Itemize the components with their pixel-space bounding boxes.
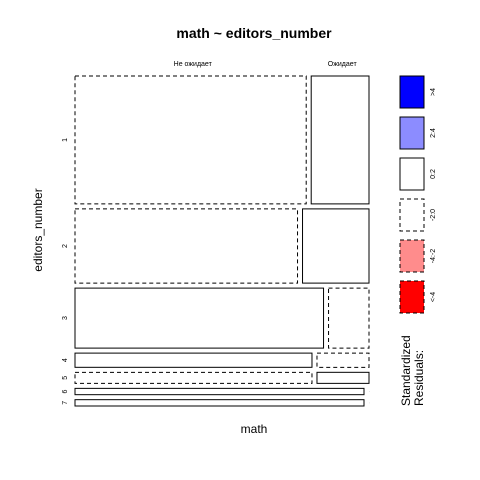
column-label-1: Не ожидает <box>174 61 213 68</box>
row-label-1: 1 <box>62 138 69 142</box>
legend-swatch-6 <box>399 280 425 314</box>
column-label-2: Ожидает <box>328 61 358 68</box>
mosaic-cell-5-x <box>74 371 313 384</box>
row-labels: 1 2 3 4 5 6 7 <box>62 138 69 405</box>
mosaic-cell-7-x <box>74 399 365 407</box>
mosaic-cells <box>74 75 370 407</box>
row-label-2: 2 <box>62 244 69 248</box>
row-label-3: 3 <box>62 316 69 320</box>
mosaic-cell-5-x <box>316 371 370 384</box>
column-labels: Не ожидает Ожидает <box>174 61 358 68</box>
mosaic-cell-3-x <box>328 287 370 349</box>
legend: >4 2:4 0:2 -2:0 -4:-2 <-4 Standardized Residual… <box>399 75 437 406</box>
mosaic-cell-2-x <box>74 208 299 284</box>
legend-swatch-2 <box>399 116 425 150</box>
mosaic-cell-4-x <box>74 352 313 368</box>
legend-label-1: >4 <box>430 88 437 96</box>
legend-title-line-1: Standardized <box>399 335 413 406</box>
legend-label-3: 0:2 <box>430 169 437 179</box>
mosaic-cell-4-x <box>316 352 370 368</box>
chart-title: math ~ editors_number <box>176 25 332 41</box>
row-label-7: 7 <box>62 401 69 405</box>
mosaic-cell-1-x <box>310 75 370 205</box>
legend-swatch-5 <box>399 239 425 273</box>
legend-label-6: <-4 <box>430 292 437 302</box>
y-axis-label: editors_number <box>31 188 45 271</box>
row-label-4: 4 <box>62 358 69 362</box>
legend-title-line-2: Residuals: <box>412 350 426 406</box>
legend-label-4: -2:0 <box>430 209 437 221</box>
mosaic-cell-6-x <box>74 387 365 396</box>
row-label-5: 5 <box>62 376 69 380</box>
legend-swatch-4 <box>399 198 425 232</box>
legend-swatch-1 <box>399 75 425 109</box>
legend-label-2: 2:4 <box>430 128 437 138</box>
mosaic-cell-3-x <box>74 287 325 349</box>
x-axis-label: math <box>241 422 268 436</box>
legend-swatch-3 <box>399 157 425 191</box>
mosaic-cell-1-x <box>74 75 307 205</box>
mosaic-cell-2-x <box>302 208 370 284</box>
row-label-6: 6 <box>62 389 69 393</box>
legend-label-5: -4:-2 <box>430 249 437 264</box>
